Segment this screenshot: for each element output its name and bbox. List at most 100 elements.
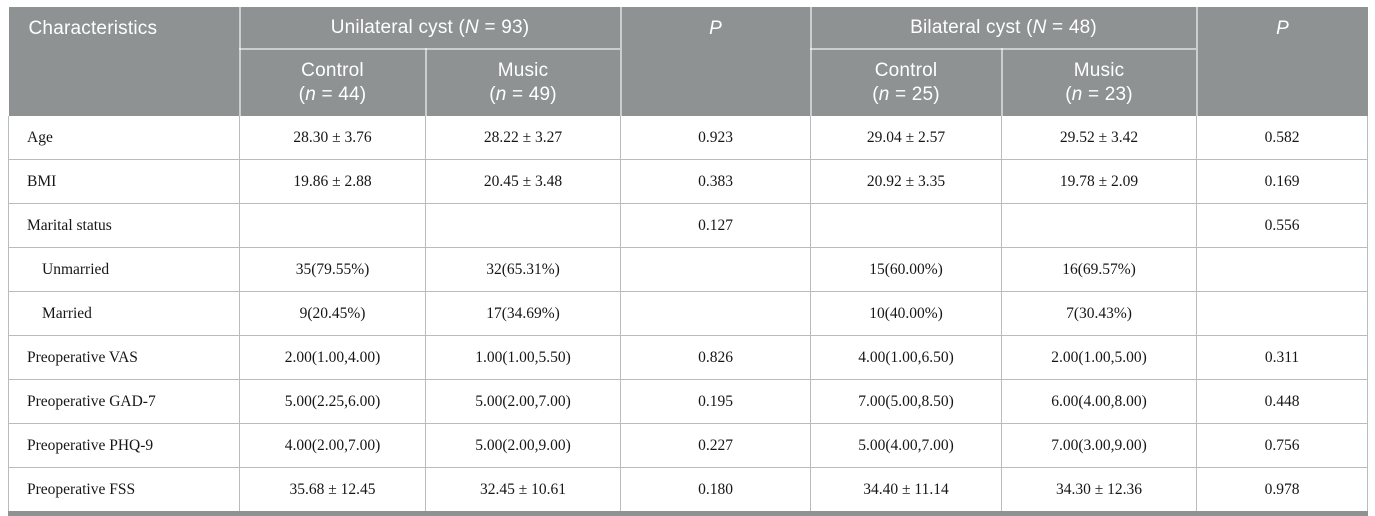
p-value-cell: 0.978 [1196,467,1369,514]
value-cell: 2.00(1.00,5.00) [1001,335,1198,380]
value-cell: 5.00(2.25,6.00) [239,379,426,424]
p-value-cell [1196,291,1369,336]
header-row-groups: Characteristics Unilateral cyst (N = 93)… [8,7,1368,116]
row-label: Preoperative PHQ-9 [8,423,240,468]
row-married: Married 9(20.45%) 17(34.69%) 10(40.00%) … [8,291,1369,336]
header-row-subgroups: Control (n = 44) Music (n = 49) Control … [9,49,1368,116]
subheader-name: Control [874,60,938,81]
value-cell [810,203,1003,248]
value-cell: 15(60.00%) [810,247,1003,292]
value-cell: 34.40 ± 11.14 [810,467,1003,514]
row-preop-fss: Preoperative FSS 35.68 ± 12.45 32.45 ± 1… [8,467,1369,514]
n-symbol: n [495,84,507,105]
value-cell: 29.04 ± 2.57 [810,116,1003,160]
value-cell: 2.00(1.00,4.00) [239,335,426,380]
subheader-n: (n = 23) [1065,84,1133,105]
p-value-cell [620,291,812,336]
value-cell: 5.00(2.00,9.00) [424,423,622,468]
value-cell: 20.45 ± 3.48 [424,159,622,204]
value-cell: 34.30 ± 12.36 [1001,467,1198,514]
value-cell: 4.00(2.00,7.00) [239,423,426,468]
p-value-cell: 0.195 [620,379,812,424]
header-p-bilateral: P [1195,7,1368,116]
p-value-cell: 0.448 [1196,379,1369,424]
value-cell: 7.00(3.00,9.00) [1001,423,1198,468]
row-label: Preoperative VAS [8,335,240,380]
row-label: Unmarried [8,247,240,292]
value-cell: 35.68 ± 12.45 [239,467,426,514]
value-cell: 7.00(5.00,8.50) [810,379,1003,424]
group-label-text: Bilateral cyst ( [910,16,1033,38]
value-cell: 32.45 ± 10.61 [424,467,622,514]
p-value-cell: 0.311 [1196,335,1369,380]
p-value-cell: 0.826 [620,335,812,380]
p-value-cell [620,247,812,292]
row-bmi: BMI 19.86 ± 2.88 20.45 ± 3.48 0.383 20.9… [8,159,1369,204]
subheader-music-unilateral: Music (n = 49) [424,49,621,116]
row-age: Age 28.30 ± 3.76 28.22 ± 3.27 0.923 29.0… [8,116,1369,160]
row-unmarried: Unmarried 35(79.55%) 32(65.31%) 15(60.00… [8,247,1369,292]
group-n-symbol: N [465,16,479,38]
subheader-name: Control [301,60,364,81]
p-label: P [709,18,722,39]
n-symbol: n [305,84,316,105]
group-label-text: Unilateral cyst ( [330,16,466,38]
value-cell: 20.92 ± 3.35 [810,159,1003,204]
value-cell: 5.00(4.00,7.00) [810,423,1003,468]
group-n-symbol: N [1032,16,1047,38]
value-cell [424,203,622,248]
header-characteristics: Characteristics [8,7,240,116]
header-p-unilateral: P [619,7,811,116]
p-value-cell: 0.556 [1196,203,1369,248]
p-value-cell: 0.582 [1196,116,1369,160]
header-group-unilateral: Unilateral cyst (N = 93) [238,7,621,50]
p-value-cell: 0.127 [620,203,812,248]
value-cell: 29.52 ± 3.42 [1001,116,1198,160]
subheader-name: Music [1073,60,1125,81]
p-value-cell: 0.383 [620,159,812,204]
group-label-text: = 48) [1046,16,1097,38]
value-cell [239,203,426,248]
p-value-cell [1196,247,1369,292]
value-cell: 10(40.00%) [810,291,1003,336]
table-body: Age 28.30 ± 3.76 28.22 ± 3.27 0.923 29.0… [8,116,1369,514]
subheader-n: (n = 49) [489,84,557,105]
value-cell: 17(34.69%) [424,291,622,336]
value-cell: 5.00(2.00,7.00) [424,379,622,424]
value-cell: 7(30.43%) [1001,291,1198,336]
p-value-cell: 0.756 [1196,423,1369,468]
value-cell: 4.00(1.00,6.50) [810,335,1003,380]
subheader-control-unilateral: Control (n = 44) [238,49,426,116]
row-label: Marital status [8,203,240,248]
p-value-cell: 0.923 [620,116,812,160]
p-value-cell: 0.180 [620,467,812,514]
value-cell: 28.22 ± 3.27 [424,116,622,160]
header-characteristics-label: Characteristics [28,18,158,39]
n-symbol: n [1071,84,1083,105]
row-label: Preoperative FSS [8,467,240,514]
row-preop-phq9: Preoperative PHQ-9 4.00(2.00,7.00) 5.00(… [8,423,1369,468]
value-cell: 16(69.57%) [1001,247,1198,292]
value-cell [1001,203,1198,248]
subheader-music-bilateral: Music (n = 23) [1000,49,1197,116]
baseline-characteristics-table: Characteristics Unilateral cyst (N = 93)… [8,7,1369,516]
value-cell: 1.00(1.00,5.50) [424,335,622,380]
value-cell: 19.86 ± 2.88 [239,159,426,204]
group-label-text: = 93) [478,16,530,38]
p-label: P [1276,18,1289,39]
row-label: Preoperative GAD-7 [8,379,240,424]
value-cell: 35(79.55%) [239,247,426,292]
value-cell: 6.00(4.00,8.00) [1001,379,1198,424]
subheader-n: (n = 25) [872,84,940,105]
row-label: Age [8,116,240,160]
subheader-n: (n = 44) [298,84,367,105]
value-cell: 19.78 ± 2.09 [1001,159,1198,204]
subheader-name: Music [497,60,549,81]
table-header: Characteristics Unilateral cyst (N = 93)… [8,7,1368,116]
value-cell: 28.30 ± 3.76 [239,116,426,160]
p-value-cell: 0.169 [1196,159,1369,204]
row-preop-vas: Preoperative VAS 2.00(1.00,4.00) 1.00(1.… [8,335,1369,380]
value-cell: 32(65.31%) [424,247,622,292]
subheader-control-bilateral: Control (n = 25) [809,49,1002,116]
row-marital-status: Marital status 0.127 0.556 [8,203,1369,248]
